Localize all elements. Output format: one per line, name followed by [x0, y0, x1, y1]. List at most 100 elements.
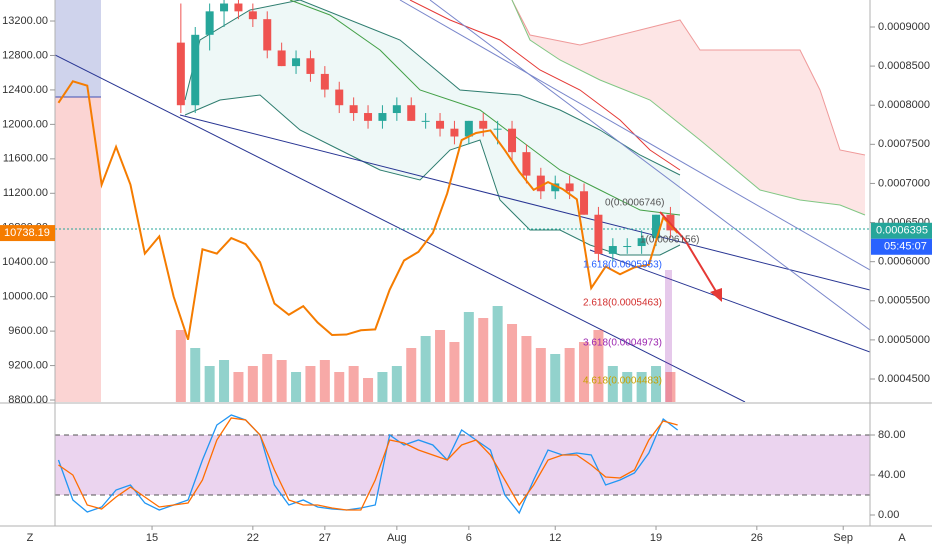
range-shade [55, 0, 101, 97]
candle-body [320, 73, 329, 90]
arrow-head [710, 288, 722, 302]
candle-body [637, 238, 646, 247]
volume-bar [348, 366, 359, 402]
candle-body [191, 34, 200, 106]
price-line [57, 80, 679, 341]
candle-body [407, 105, 416, 121]
candle-body [378, 113, 387, 121]
candle-body [292, 58, 301, 67]
volume-bar [607, 366, 618, 402]
candle-body [608, 246, 617, 254]
candle-body [364, 113, 373, 121]
candle-body [263, 19, 272, 51]
y-tick-label: 12800.00 [2, 49, 48, 61]
arrow [659, 211, 722, 302]
candle-body [421, 120, 430, 122]
moving-average [289, 0, 681, 216]
x-tick-label: 27 [319, 532, 331, 544]
y-tick-label: 13200.00 [2, 15, 48, 27]
candle-body [392, 105, 401, 114]
x-tick-label: 19 [650, 532, 662, 544]
volume-bar [319, 360, 330, 402]
button[interactable]: A [898, 532, 906, 544]
volume-bar [593, 330, 604, 402]
volume-bar [521, 336, 532, 402]
volume-bar [463, 312, 474, 402]
y2-tick-label: 0.0008000 [878, 99, 930, 111]
volume-bar [550, 354, 561, 402]
last-value: 0.0006395 [876, 225, 928, 237]
candle-body [277, 50, 286, 67]
candle-body [248, 11, 257, 20]
y2-tick-label: 0.0007500 [878, 138, 930, 150]
candle-body [436, 120, 445, 129]
volume-bar [564, 348, 575, 402]
fib-marker [665, 270, 672, 402]
candle-body [536, 175, 545, 192]
x-tick-label: Sep [833, 532, 853, 544]
volume-bar [204, 366, 215, 402]
y-tick-label: 11200.00 [3, 187, 48, 199]
x-tick-label: 12 [549, 532, 561, 544]
y2-tick-label: 0.0005500 [878, 295, 930, 307]
oscillator-line [57, 414, 679, 515]
volume-bar [377, 372, 388, 402]
volume-bar [262, 354, 273, 402]
y2-tick-label: 0.0009000 [878, 21, 930, 33]
volume-bar [391, 366, 402, 402]
fib-label: 1(0.0006156) [640, 235, 700, 246]
candle-body [450, 128, 459, 137]
volume-bar [507, 324, 518, 402]
price-box [871, 222, 932, 239]
candle-body [306, 58, 315, 74]
volume-bar [449, 342, 460, 402]
last-price: 10738.19 [4, 227, 50, 239]
candle-body [551, 183, 560, 192]
y2-tick-label: 0.0006000 [878, 256, 930, 268]
volume-bar [291, 372, 302, 402]
candle-body [176, 42, 185, 106]
volume-bar [579, 342, 590, 402]
arrow-line [659, 211, 721, 299]
candle-body [220, 3, 229, 12]
cloud-edge [511, 0, 866, 156]
trend-line [429, 0, 870, 331]
main-pane [57, 0, 679, 402]
volume-bar [247, 366, 258, 402]
candle-body [464, 120, 473, 137]
volume-bar [334, 372, 345, 402]
oscillator-line [58, 417, 678, 511]
y2-tick-label: 0.0004500 [878, 373, 930, 385]
x-tick-label: 22 [247, 532, 259, 544]
candle-body [479, 120, 488, 129]
candle-body [594, 214, 603, 254]
volume-bar [435, 330, 446, 402]
cloud [512, 0, 865, 215]
moving-average [409, 0, 681, 171]
price-box [0, 225, 55, 242]
button[interactable]: Z [27, 532, 34, 544]
x-tick-label: 26 [751, 532, 763, 544]
volume-bar [305, 366, 316, 402]
volume-bar [535, 348, 546, 402]
y2-tick-label: 0.0008500 [878, 60, 930, 72]
x-tick-label: 15 [146, 532, 158, 544]
volume-bar [492, 306, 503, 402]
volume-bar [622, 372, 633, 402]
y-tick-label: 12400.00 [2, 84, 48, 96]
y-tick-label: 12000.00 [2, 118, 48, 130]
countdown: 05:45:07 [884, 241, 927, 253]
y2-tick-label: 0.0007000 [878, 177, 930, 189]
volume-bar [219, 360, 230, 402]
cloud-edge [511, 0, 866, 216]
y-tick-label: 9600.00 [8, 325, 48, 337]
y2-tick-label: 0.0005000 [878, 334, 930, 346]
y-tick-label: 8800.00 [8, 394, 48, 406]
trend-line [399, 0, 870, 271]
volume-bar [233, 372, 244, 402]
fib-label: 0(0.0006746) [605, 198, 665, 209]
volume-bar [190, 348, 201, 402]
trend-line [179, 114, 870, 291]
